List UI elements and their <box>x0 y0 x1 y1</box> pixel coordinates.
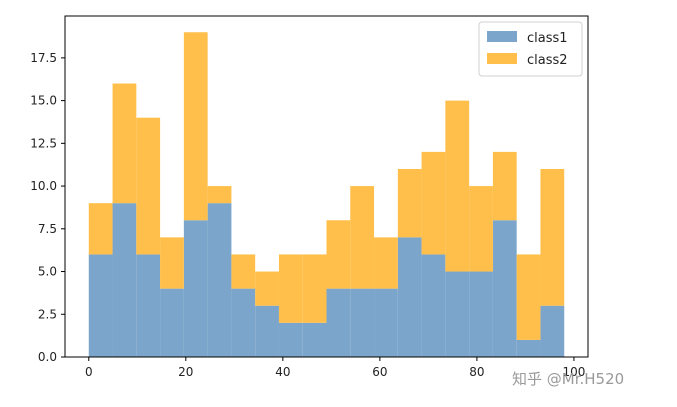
bar-class2-19 <box>540 168 565 306</box>
y-tick-label: 10.0 <box>30 179 57 193</box>
x-tick-label: 80 <box>469 365 484 379</box>
bar-class2-2 <box>136 117 161 255</box>
x-tick-label: 100 <box>562 365 585 379</box>
x-tick-label: 40 <box>275 365 290 379</box>
bar-class1-12 <box>374 288 398 357</box>
bar-class1-14 <box>421 254 446 357</box>
bar-class2-6 <box>231 254 256 289</box>
y-tick-label: 12.5 <box>30 136 57 150</box>
bar-class2-10 <box>326 220 351 289</box>
y-tick-label: 15.0 <box>30 94 57 108</box>
bar-class2-1 <box>112 83 137 204</box>
bar-class2-8 <box>278 254 303 323</box>
y-tick-label: 7.5 <box>38 222 57 236</box>
bar-class2-16 <box>469 186 493 272</box>
legend-label-class1: class1 <box>527 31 568 46</box>
bar-class1-15 <box>445 271 470 357</box>
bar-class1-5 <box>207 203 232 357</box>
bar-class1-11 <box>350 288 375 357</box>
bar-class2-5 <box>207 186 232 204</box>
bar-class2-12 <box>374 237 398 289</box>
bar-class1-3 <box>160 288 184 357</box>
bar-class2-11 <box>350 186 375 289</box>
bar-class1-0 <box>88 254 113 357</box>
watermark-text: 知乎 @Mr.H520 <box>512 370 625 388</box>
bar-class2-14 <box>421 151 446 255</box>
bars-layer <box>88 32 565 357</box>
bar-class1-17 <box>492 220 517 357</box>
bar-class1-7 <box>255 305 279 357</box>
bar-class1-19 <box>540 305 565 357</box>
bar-class1-1 <box>112 203 137 357</box>
bar-class2-0 <box>88 203 113 255</box>
bar-class1-4 <box>183 220 208 357</box>
legend-swatch-class1 <box>487 31 517 42</box>
y-tick-label: 5.0 <box>38 265 57 279</box>
x-tick-label: 60 <box>372 365 387 379</box>
y-tick-label: 0.0 <box>38 350 57 364</box>
bar-class2-4 <box>183 32 208 221</box>
x-tick-label: 20 <box>178 365 193 379</box>
legend-swatch-class2 <box>487 53 517 64</box>
bar-class1-16 <box>469 271 493 357</box>
bar-class1-9 <box>302 322 327 357</box>
legend: class1 class2 <box>478 21 583 77</box>
bar-class1-13 <box>397 237 422 357</box>
bar-class2-9 <box>302 254 327 323</box>
bar-class1-6 <box>231 288 256 357</box>
bar-class2-13 <box>397 168 422 238</box>
bar-class2-7 <box>255 271 279 306</box>
bar-class1-10 <box>326 288 351 357</box>
bar-class1-2 <box>136 254 161 357</box>
x-tick-label: 0 <box>85 365 93 379</box>
bar-class2-17 <box>492 151 517 221</box>
y-tick-label: 2.5 <box>38 307 57 321</box>
ticks-layer: 0 20 40 60 80 100 0.0 2.5 5.0 7.5 10.0 12.5 15.0 17.5 <box>30 51 585 379</box>
legend-label-class2: class2 <box>527 53 568 68</box>
bar-class2-3 <box>160 237 184 289</box>
bar-class1-8 <box>278 322 303 357</box>
bar-class2-15 <box>445 100 470 272</box>
bar-class2-18 <box>516 254 541 340</box>
y-tick-label: 17.5 <box>30 51 57 65</box>
bar-class1-18 <box>516 339 541 357</box>
